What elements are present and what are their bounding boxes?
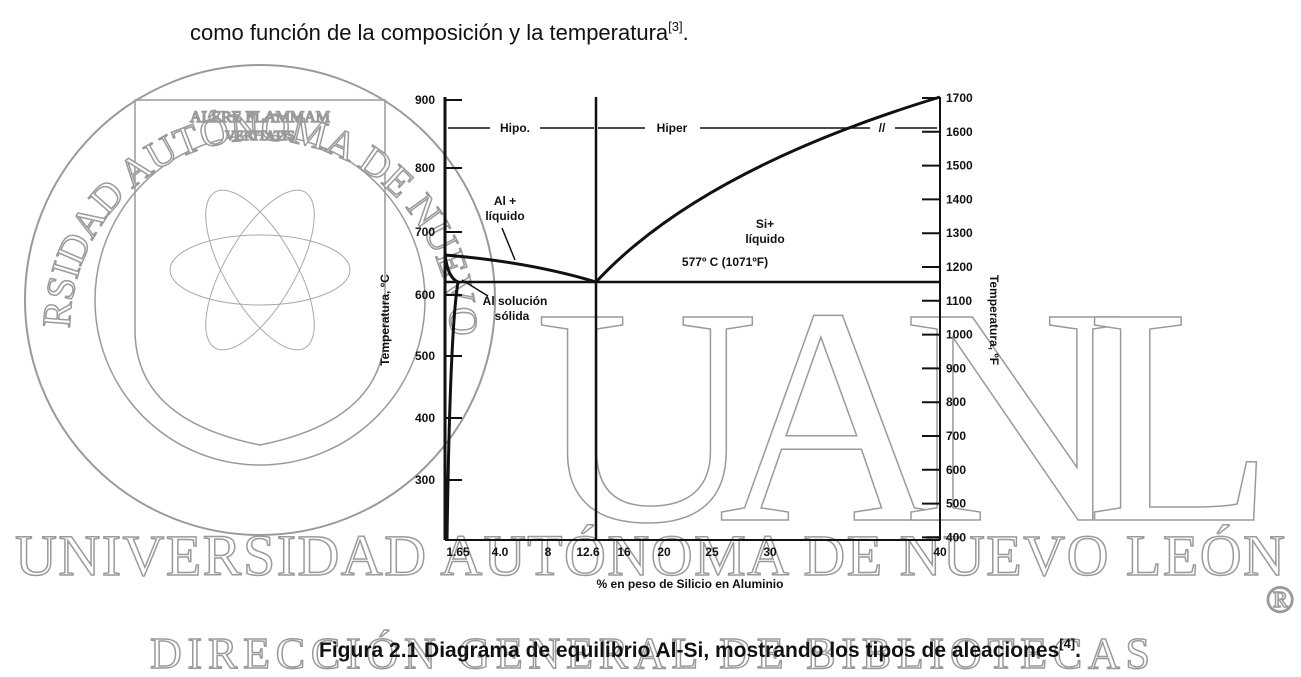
right-tick-label: 500 — [946, 497, 966, 511]
bottom-tick-label: 20 — [657, 545, 671, 559]
annotation: líquido — [745, 232, 784, 246]
pointer — [461, 279, 489, 297]
seal-ring-text: UNIVERSIDAD AUTÓNOMA DE NUEVO LEÓN — [0, 0, 486, 337]
logo-text: UANL — [535, 245, 1275, 588]
bottom-tick-label: 25 — [705, 545, 719, 559]
seal-atom — [205, 189, 315, 351]
registered-mark: ® — [1266, 579, 1295, 621]
annotation: sólida — [495, 309, 530, 323]
right-tick-label: 600 — [946, 463, 966, 477]
annotation: Hiper — [657, 121, 688, 135]
annotation: Al + — [494, 194, 516, 208]
left-tick-label: 800 — [415, 161, 435, 175]
seal-shield — [134, 99, 386, 446]
annotation: // — [879, 121, 886, 135]
left-tick-label: 700 — [415, 225, 435, 239]
bottom-tick-label: 16 — [617, 545, 631, 559]
annotation: líquido — [485, 209, 524, 223]
left-tick-label: 300 — [415, 473, 435, 487]
left-tick-label: 600 — [415, 288, 435, 302]
right-tick-label: 1000 — [946, 328, 973, 342]
liquidus-al — [444, 253, 597, 284]
seal-inner — [94, 134, 426, 466]
right-tick-label: 1500 — [946, 159, 973, 173]
bottom-tick-label: 30 — [763, 545, 777, 559]
y-axis-label: Temperatura, ºF — [987, 275, 1001, 365]
seal-atom — [205, 189, 315, 351]
left-tick-label: 400 — [415, 411, 435, 425]
watermark-line: UNIVERSIDAD AUTÓNOMA DE NUEVO LEÓN — [15, 523, 1285, 588]
right-tick-label: 1400 — [946, 192, 973, 206]
right-tick-label: 1300 — [946, 226, 973, 240]
bottom-tick-label: 12.6 — [576, 545, 600, 559]
right-tick-label: 700 — [946, 429, 966, 443]
solidus — [443, 254, 460, 541]
right-tick-label: 1100 — [946, 294, 972, 308]
annotation: 577º C (1071ºF) — [682, 255, 768, 269]
right-tick-label: 1200 — [946, 260, 973, 274]
seal-motto: VERITATIS — [225, 129, 295, 144]
seal-motto: ALERE FLAMMAM — [190, 109, 330, 126]
right-tick-label: 1700 — [946, 91, 973, 105]
bottom-tick-label: 40 — [933, 545, 947, 559]
y-axis-label: Temperatura, ºC — [378, 274, 392, 366]
annotation: Al solución — [483, 294, 548, 308]
x-axis-label: % en peso de Silicio en Aluminio — [597, 577, 784, 591]
liquidus-si — [594, 95, 941, 284]
right-tick-label: 800 — [946, 395, 966, 409]
bottom-tick-label: 4.0 — [492, 545, 509, 559]
header-text: como función de la composición y la temp… — [190, 19, 689, 45]
bottom-tick-label: 1.65 — [446, 545, 470, 559]
right-tick-label: 400 — [946, 530, 966, 544]
left-tick-label: 500 — [415, 349, 435, 363]
right-tick-label: 1600 — [946, 125, 973, 139]
left-tick-label: 900 — [415, 93, 435, 107]
caption: Figura 2.1 Diagrama de equilibrio Al-Si,… — [319, 636, 1081, 662]
right-tick-label: 900 — [946, 361, 966, 375]
seal-outer — [24, 64, 496, 536]
annotation: Si+ — [756, 217, 774, 231]
bottom-tick-label: 8 — [545, 545, 552, 559]
annotation: Hipo. — [500, 121, 530, 135]
pointer — [501, 227, 516, 261]
figure: Hipo. Hiper // Al + líquido Si+ líquido … — [378, 91, 1001, 591]
seal-atom — [169, 234, 351, 306]
